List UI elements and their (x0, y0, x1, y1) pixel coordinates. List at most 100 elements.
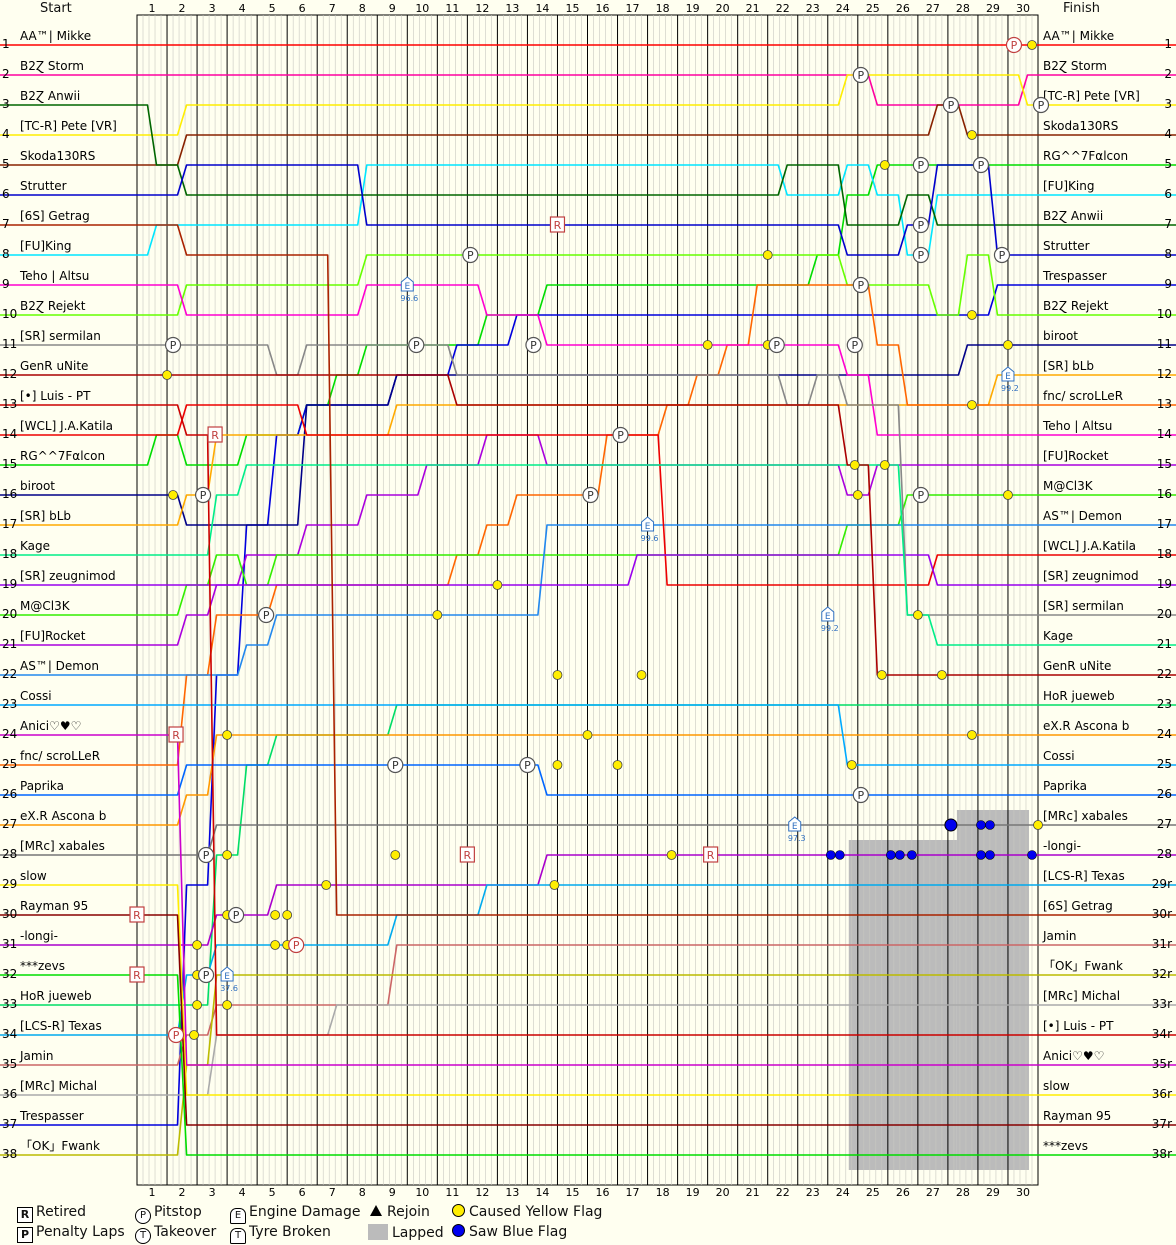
driver-line (137, 404, 1038, 586)
lap-label-bottom: 17 (626, 1186, 640, 1199)
lap-label-bottom: 20 (716, 1186, 730, 1199)
lap-label-bottom: 9 (389, 1186, 396, 1199)
yellow-flag-marker (168, 490, 178, 500)
lap-label-bottom: 3 (209, 1186, 216, 1199)
start-driver-name: Strutter (20, 179, 67, 193)
pitstop-marker (164, 336, 182, 354)
event-symbol: E (224, 972, 230, 982)
blue-flag-dot (825, 850, 836, 860)
lap-label-bottom: 26 (896, 1186, 910, 1199)
driver-line (137, 974, 1038, 1156)
legend-takeover-label: Takeover (154, 1224, 217, 1240)
event-symbol: P (233, 909, 240, 922)
start-position-number: 32 (2, 967, 17, 981)
engine-marker (641, 516, 655, 532)
yellow-flag-marker (222, 1000, 233, 1010)
driver-line (137, 284, 1038, 436)
engine-value: 99.2 (821, 624, 839, 633)
event-symbol: P (587, 489, 594, 502)
event-symbol: P (918, 159, 925, 172)
pitstop-marker (852, 786, 869, 804)
event-symbol: P (857, 69, 864, 82)
finish-position-number: 35r (1152, 1057, 1172, 1071)
yellow-flag-marker (762, 250, 773, 260)
finish-position-number: 30r (1152, 907, 1172, 921)
blue-flag-dot (985, 820, 995, 830)
legend-tyre: T Tyre Broken (230, 1224, 331, 1244)
legend-penalty: P Penalty Laps (17, 1224, 125, 1243)
event-symbol: P (948, 99, 955, 112)
driver-line (137, 824, 1038, 856)
finish-position-number: 34r (1152, 1027, 1172, 1041)
start-position-number: 25 (2, 757, 17, 771)
finish-driver-name: B2Ɀ Anwii (1043, 209, 1103, 224)
blue-flag-dot (976, 820, 986, 830)
yellow-flag-marker (967, 730, 977, 740)
start-position-number: 24 (2, 727, 17, 741)
lap-label-top: 29 (986, 2, 1000, 15)
lap-label-top: 6 (299, 2, 306, 15)
event-symbol: P (773, 339, 780, 352)
start-driver-name: 「OK」Fwank (20, 1139, 100, 1153)
event-symbol: P (857, 789, 864, 802)
finish-driver-name: 「OK」Fwank (1043, 959, 1123, 973)
event-symbol: E (792, 822, 798, 832)
pitstop-marker (972, 156, 990, 174)
engine-value: 37.6 (220, 984, 238, 993)
finish-driver-name: M@Cl3K (1043, 479, 1094, 493)
finish-position-number: 10 (1157, 307, 1172, 321)
event-symbol: R (554, 219, 562, 232)
start-driver-name: Paprika (20, 779, 64, 793)
pitstop-marker (846, 336, 863, 354)
start-driver-name: [TC-R] Pete [VR] (20, 119, 117, 133)
finish-driver-name: [LCS-R] Texas (1043, 869, 1125, 883)
yellow-flag-marker (189, 1030, 199, 1040)
start-driver-name: [•] Luis - PT (20, 389, 91, 403)
blue-flag-dot (834, 850, 845, 860)
lap-label-bottom: 12 (475, 1186, 489, 1199)
finish-position-number: 31r (1152, 937, 1172, 951)
start-driver-name: [SR] sermilan (20, 329, 101, 343)
blue-flag-dot (1027, 850, 1037, 860)
finish-driver-name: Paprika (1043, 779, 1087, 793)
finish-driver-name: AA™| Mikke (1043, 29, 1114, 43)
pitstop-marker (387, 756, 404, 774)
lap-label-bottom: 2 (179, 1186, 186, 1199)
pitstop-marker (197, 846, 215, 864)
start-driver-name: slow (20, 869, 47, 883)
yellow-flag-marker (270, 910, 281, 920)
yellow-flag-marker (321, 880, 332, 890)
yellow-flag-marker (552, 670, 563, 680)
yellow-flag-marker (612, 760, 623, 770)
finish-driver-name: HoR jueweb (1043, 689, 1115, 703)
pitstop-marker (197, 966, 215, 984)
finish-driver-name: Cossi (1043, 749, 1075, 763)
start-position-number: 21 (2, 637, 17, 651)
start-driver-name: Trespasser (19, 1109, 84, 1123)
blue-flag-dot (985, 850, 995, 860)
finish-position-number: 9 (1164, 277, 1172, 291)
engine-value: 96.6 (400, 294, 418, 303)
start-position-number: 6 (2, 187, 10, 201)
start-position-number: 23 (2, 697, 17, 711)
finish-driver-name: [6S] Getrag (1043, 899, 1113, 913)
finish-driver-name: Anici♡♥♡ (1043, 1049, 1104, 1063)
finish-position-number: 14 (1157, 427, 1172, 441)
finish-driver-name: Rayman 95 (1043, 1109, 1111, 1123)
yellow-flag-marker (582, 730, 593, 740)
event-symbol: P (851, 339, 858, 352)
driver-line (137, 224, 1038, 916)
event-symbol: P (524, 759, 531, 772)
start-driver-name: ***zevs (20, 959, 65, 973)
engine-icon: E (230, 1208, 246, 1224)
event-symbol: R (133, 909, 141, 922)
lap-label-top: 14 (535, 2, 549, 15)
lap-label-top: 16 (596, 2, 610, 15)
start-position-number: 31 (2, 937, 17, 951)
pitstop-icon: P (135, 1208, 151, 1224)
legend-pitstop: P Pitstop (135, 1204, 202, 1224)
start-position-number: 5 (2, 157, 10, 171)
pitstop-marker (462, 246, 479, 264)
finish-position-number: 29r (1152, 877, 1172, 891)
